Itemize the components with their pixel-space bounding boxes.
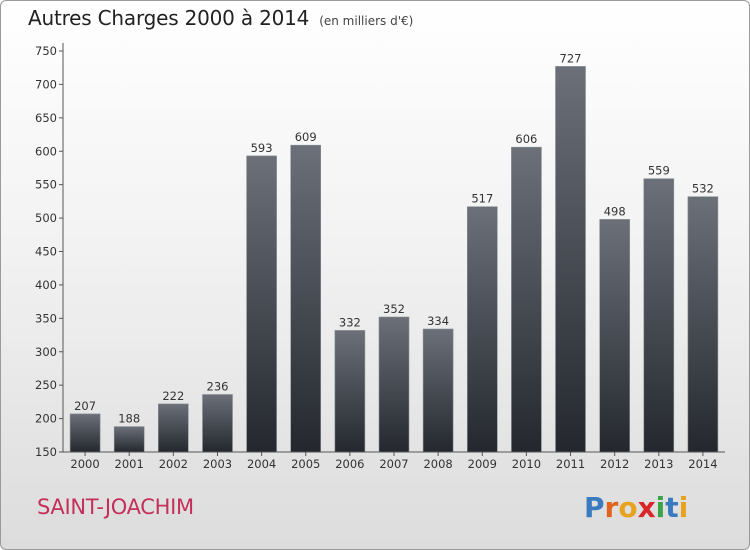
value-label-2007: 352 — [383, 302, 405, 316]
value-label-2000: 207 — [74, 399, 96, 413]
bar-2008 — [422, 328, 454, 453]
y-tick-label-450: 450 — [35, 245, 57, 259]
chart-header: Autres Charges 2000 à 2014 (en milliers d… — [28, 6, 413, 30]
bar-2003 — [202, 394, 233, 453]
bar-2002 — [158, 403, 189, 453]
x-tick-label-2011: 2011 — [556, 457, 585, 471]
y-tick-label-500: 500 — [35, 211, 57, 225]
logo-letter: o — [618, 491, 638, 524]
logo-letter: P — [584, 491, 605, 524]
x-tick-label-2010: 2010 — [512, 457, 541, 471]
logo-letter: r — [604, 491, 619, 524]
y-tick-label-150: 150 — [35, 445, 57, 459]
value-label-2008: 334 — [427, 314, 449, 328]
x-tick-label-2012: 2012 — [600, 457, 629, 471]
y-tick-label-600: 600 — [35, 144, 57, 158]
y-tick-label-650: 650 — [35, 111, 57, 125]
value-label-2010: 606 — [515, 132, 537, 146]
value-label-2004: 593 — [251, 141, 273, 155]
logo-letter: i — [678, 491, 689, 524]
bar-2011 — [555, 66, 586, 453]
y-tick-label-200: 200 — [35, 412, 57, 426]
logo-letter: t — [665, 491, 679, 524]
x-tick-label-2003: 2003 — [203, 457, 232, 471]
y-tick-label-750: 750 — [35, 44, 57, 58]
value-label-2012: 498 — [604, 204, 626, 218]
x-tick-label-2001: 2001 — [115, 457, 144, 471]
logo-letter: x — [637, 491, 656, 524]
bar-2005 — [290, 144, 322, 453]
x-tick-label-2006: 2006 — [335, 457, 364, 471]
x-tick-label-2002: 2002 — [159, 457, 188, 471]
bar-2009 — [466, 206, 498, 453]
chart-subtitle: (en milliers d'€) — [319, 14, 414, 28]
y-tick-label-550: 550 — [35, 178, 57, 192]
chart-title: Autres Charges 2000 à 2014 — [28, 6, 310, 30]
value-label-2009: 517 — [471, 192, 493, 206]
value-label-2013: 559 — [648, 164, 670, 178]
bar-2013 — [643, 178, 675, 453]
value-label-2006: 332 — [339, 315, 361, 329]
bar-2006 — [334, 330, 366, 453]
x-tick-label-2008: 2008 — [423, 457, 452, 471]
x-tick-label-2005: 2005 — [291, 457, 320, 471]
bar-2007 — [378, 316, 410, 453]
bar-2000 — [69, 413, 101, 453]
proxiti-logo: Proxiti — [584, 491, 688, 524]
bar-2014 — [687, 196, 719, 453]
value-label-2003: 236 — [207, 380, 229, 394]
value-label-2005: 609 — [295, 130, 317, 144]
y-tick-label-250: 250 — [35, 378, 57, 392]
x-tick-label-2007: 2007 — [379, 457, 408, 471]
x-tick-label-2013: 2013 — [644, 457, 673, 471]
value-label-2011: 727 — [560, 51, 582, 65]
x-tick-label-2014: 2014 — [688, 457, 717, 471]
bar-2010 — [511, 146, 542, 453]
y-tick-label-350: 350 — [35, 311, 57, 325]
x-tick-label-2004: 2004 — [247, 457, 276, 471]
bar-2012 — [599, 219, 631, 453]
bar-2001 — [113, 426, 145, 453]
value-label-2001: 188 — [118, 412, 140, 426]
value-label-2014: 532 — [692, 182, 714, 196]
value-label-2002: 222 — [162, 389, 184, 403]
commune-name: SAINT-JOACHIM — [37, 495, 194, 519]
y-tick-label-700: 700 — [35, 77, 57, 91]
x-tick-label-2009: 2009 — [468, 457, 497, 471]
y-tick-label-400: 400 — [35, 278, 57, 292]
logo-letter: i — [655, 491, 666, 524]
y-tick-label-300: 300 — [35, 345, 57, 359]
bar-2004 — [246, 155, 277, 453]
x-tick-label-2000: 2000 — [70, 457, 99, 471]
